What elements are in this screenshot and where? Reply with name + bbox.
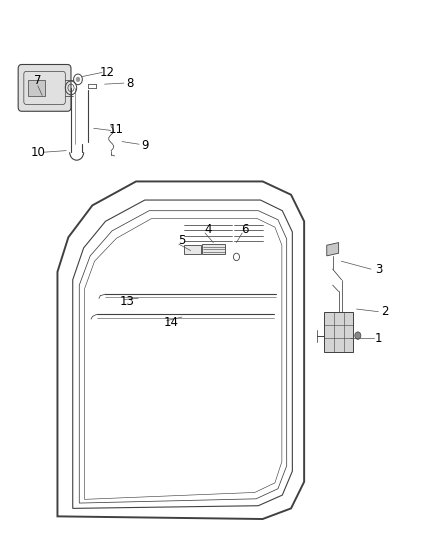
FancyBboxPatch shape — [18, 64, 71, 111]
Bar — [202, 244, 225, 254]
Circle shape — [355, 332, 361, 340]
Polygon shape — [324, 312, 353, 352]
Text: 10: 10 — [30, 146, 45, 159]
Text: 4: 4 — [205, 223, 212, 236]
Text: 13: 13 — [120, 295, 135, 308]
Text: 14: 14 — [163, 316, 178, 329]
Text: 9: 9 — [141, 139, 148, 152]
Text: 6: 6 — [241, 223, 249, 236]
Text: 1: 1 — [374, 332, 382, 345]
Text: 5: 5 — [178, 235, 186, 247]
Text: 2: 2 — [381, 305, 389, 318]
Circle shape — [76, 77, 80, 82]
Text: 8: 8 — [126, 77, 133, 90]
Text: 7: 7 — [34, 74, 42, 87]
Bar — [28, 80, 45, 96]
Text: 3: 3 — [374, 263, 382, 276]
Polygon shape — [327, 243, 339, 256]
Text: 12: 12 — [100, 66, 115, 79]
Bar — [184, 245, 201, 254]
Text: 11: 11 — [109, 123, 124, 136]
